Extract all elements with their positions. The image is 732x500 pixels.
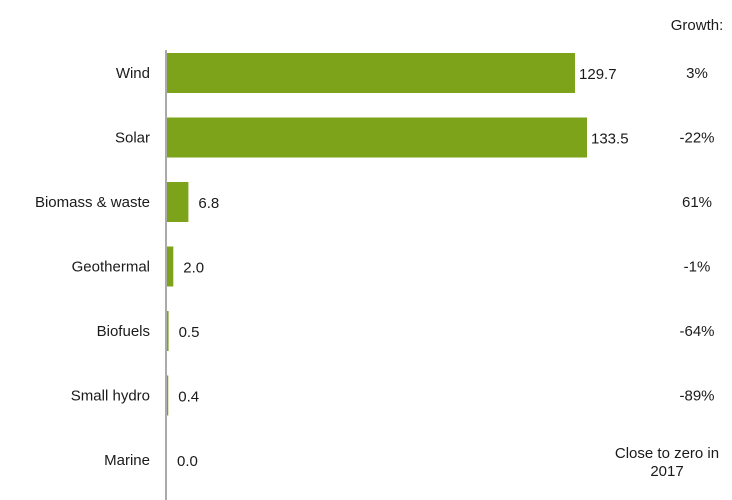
growth-label-small-hydro: -89% [679, 388, 714, 405]
category-label-marine: Marine [104, 452, 150, 469]
value-label-solar: 133.5 [591, 131, 629, 148]
category-label-small-hydro: Small hydro [71, 388, 150, 405]
bar-biomass-waste [167, 182, 189, 222]
growth-label-solar: -22% [679, 130, 714, 147]
growth-column-header: Growth: [671, 17, 724, 34]
bar-wind [167, 53, 576, 93]
bar-small-hydro [167, 375, 169, 416]
bar-biofuels [167, 311, 169, 351]
bar-solar [167, 117, 587, 158]
value-label-geothermal: 2.0 [183, 260, 204, 277]
bars-layer: Wind 129.7 3% Solar 133.5 -22% Biomass & waste… [35, 53, 719, 480]
value-label-biofuels: 0.5 [179, 324, 200, 341]
growth-label-wind: 3% [686, 65, 708, 82]
category-label-biofuels: Biofuels [97, 323, 150, 340]
growth-label-biofuels: -64% [679, 323, 714, 340]
growth-label-biomass-waste: 61% [682, 194, 712, 211]
value-label-small-hydro: 0.4 [178, 389, 199, 406]
value-label-marine: 0.0 [177, 453, 198, 470]
category-label-geothermal: Geothermal [72, 259, 150, 276]
category-label-solar: Solar [115, 130, 150, 147]
growth-label-geothermal: -1% [684, 259, 711, 276]
category-label-biomass-waste: Biomass & waste [35, 194, 150, 211]
bar-geothermal [167, 246, 174, 287]
value-label-biomass-waste: 6.8 [198, 195, 219, 212]
category-label-wind: Wind [116, 65, 150, 82]
growth-label-marine: Close to zero in 2017 [615, 445, 719, 480]
value-label-wind: 129.7 [579, 66, 617, 83]
